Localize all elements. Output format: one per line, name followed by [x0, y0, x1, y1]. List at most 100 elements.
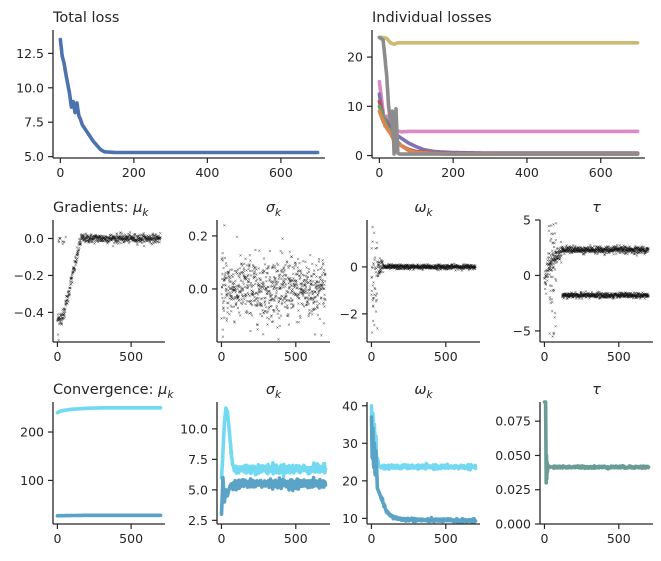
series-line-1: [369, 415, 478, 524]
title-text: τ: [592, 382, 601, 398]
y-tick-label: −2: [340, 306, 358, 321]
title-subscript: k: [427, 207, 434, 219]
y-tick-label: 10: [347, 99, 363, 114]
x-tick-label: 500: [119, 349, 143, 364]
title-symbol: σ: [266, 382, 276, 398]
title-text: Gradients: μ: [53, 200, 142, 216]
panel-title: σk: [266, 200, 282, 219]
x-tick-label: 0: [375, 165, 383, 180]
y-tick-label: 12.5: [16, 46, 44, 61]
series-line-0: [542, 400, 651, 485]
y-tick-label: 200: [20, 425, 44, 440]
y-tick-label: 0.0: [24, 231, 44, 246]
title-text: Individual losses: [372, 10, 492, 26]
series-line-1: [219, 475, 328, 516]
plot-area: [543, 222, 650, 342]
panel-grad_tau: 0 500 5 0 −5 τ: [513, 200, 653, 364]
x-tick-label: 0: [56, 165, 64, 180]
x-tick-label: 500: [607, 349, 631, 364]
panel-title: Convergence: μk: [53, 382, 174, 401]
x-tick-label: 500: [284, 349, 308, 364]
series-line-0: [369, 404, 478, 472]
title-symbol: μ: [132, 200, 142, 216]
series-line-0: [377, 35, 640, 47]
x-tick-label: 600: [589, 165, 613, 180]
y-tick-label: 0: [355, 148, 363, 163]
y-tick-label: 5.0: [188, 482, 208, 497]
panel-title: Total loss: [52, 10, 119, 26]
title-text: Total loss: [52, 10, 119, 26]
title-text: ω: [414, 200, 426, 216]
y-tick-label: 0.025: [495, 482, 531, 497]
panel-title: Gradients: μk: [53, 200, 149, 219]
x-tick-label: 200: [441, 165, 465, 180]
series-line-1: [55, 513, 163, 518]
plot-area: [542, 400, 651, 485]
panel-title: τ: [592, 382, 601, 398]
x-tick-label: 500: [607, 531, 631, 546]
panel-conv_tau: 0 500 0.075 0.050 0.025 0.000 τ: [495, 382, 653, 546]
series-line-6: [377, 35, 640, 156]
y-tick-label: 20: [342, 473, 358, 488]
y-tick-label: −0.4: [14, 305, 44, 320]
scatter-points: [543, 222, 650, 342]
series-line-1: [377, 79, 640, 138]
x-tick-label: 0: [217, 531, 225, 546]
y-tick-label: 0.0: [188, 281, 208, 296]
y-tick-label: 5: [523, 213, 531, 228]
plot-area: [56, 231, 162, 342]
x-tick-label: 0: [367, 531, 375, 546]
title-subscript: k: [167, 389, 174, 401]
title-text: Convergence: μ: [53, 382, 167, 398]
plot-area: [370, 225, 477, 334]
y-tick-label: 10.0: [16, 80, 44, 95]
plot-area: [220, 224, 327, 341]
title-subscript: k: [142, 207, 149, 219]
title-symbol: ω: [414, 382, 426, 398]
x-tick-label: 500: [434, 531, 458, 546]
y-tick-label: 40: [342, 398, 358, 413]
panel-title: Individual losses: [372, 10, 492, 26]
panel-conv_omega: 0 500 40 30 20 10 ωk: [342, 382, 480, 546]
series-line-0: [55, 406, 163, 415]
y-tick-label: 2.5: [188, 513, 208, 528]
scatter-points: [220, 224, 327, 341]
plot-area: [377, 35, 640, 156]
y-tick-label: 100: [20, 473, 44, 488]
title-symbol: σ: [266, 200, 276, 216]
x-tick-label: 0: [540, 531, 548, 546]
x-tick-label: 500: [119, 531, 143, 546]
x-tick-label: 0: [540, 349, 548, 364]
series-line-0: [219, 406, 328, 480]
title-subscript: k: [275, 389, 282, 401]
y-tick-label: 20: [347, 50, 363, 65]
title-symbol: μ: [157, 382, 167, 398]
y-tick-label: −5: [513, 323, 531, 338]
y-tick-label: 0.050: [495, 448, 531, 463]
y-tick-label: 0.000: [495, 517, 531, 532]
series-line-0: [58, 37, 320, 155]
title-subscript: k: [275, 207, 282, 219]
panel-total_loss: 0 200 400 600 5.0 7.5 10.0 12.5 Total loss: [16, 10, 325, 180]
x-tick-label: 0: [367, 349, 375, 364]
x-tick-label: 500: [284, 531, 308, 546]
title-subscript: k: [427, 389, 434, 401]
title-text: σ: [266, 200, 276, 216]
panel-title: σk: [266, 382, 282, 401]
panel-grad_omega: 0 500 0 −2 ωk: [340, 200, 480, 364]
panel-individual_losses: 0 200 400 600 0 10 20 Individual losses: [347, 10, 645, 180]
title-symbol: ω: [414, 200, 426, 216]
panel-title: τ: [592, 200, 601, 216]
panel-title: ωk: [414, 382, 433, 401]
scatter-points: [56, 231, 162, 342]
panel-conv_sigma: 0 500 10.0 7.5 5.0 2.5 σk: [180, 382, 330, 546]
y-tick-label: 7.5: [24, 115, 44, 130]
y-tick-label: 5.0: [24, 149, 44, 164]
plot-area: [55, 406, 163, 518]
y-tick-label: 30: [342, 436, 358, 451]
x-tick-label: 200: [122, 165, 146, 180]
x-tick-label: 600: [269, 165, 293, 180]
y-tick-label: 0.075: [495, 414, 531, 429]
x-tick-label: 0: [53, 531, 61, 546]
